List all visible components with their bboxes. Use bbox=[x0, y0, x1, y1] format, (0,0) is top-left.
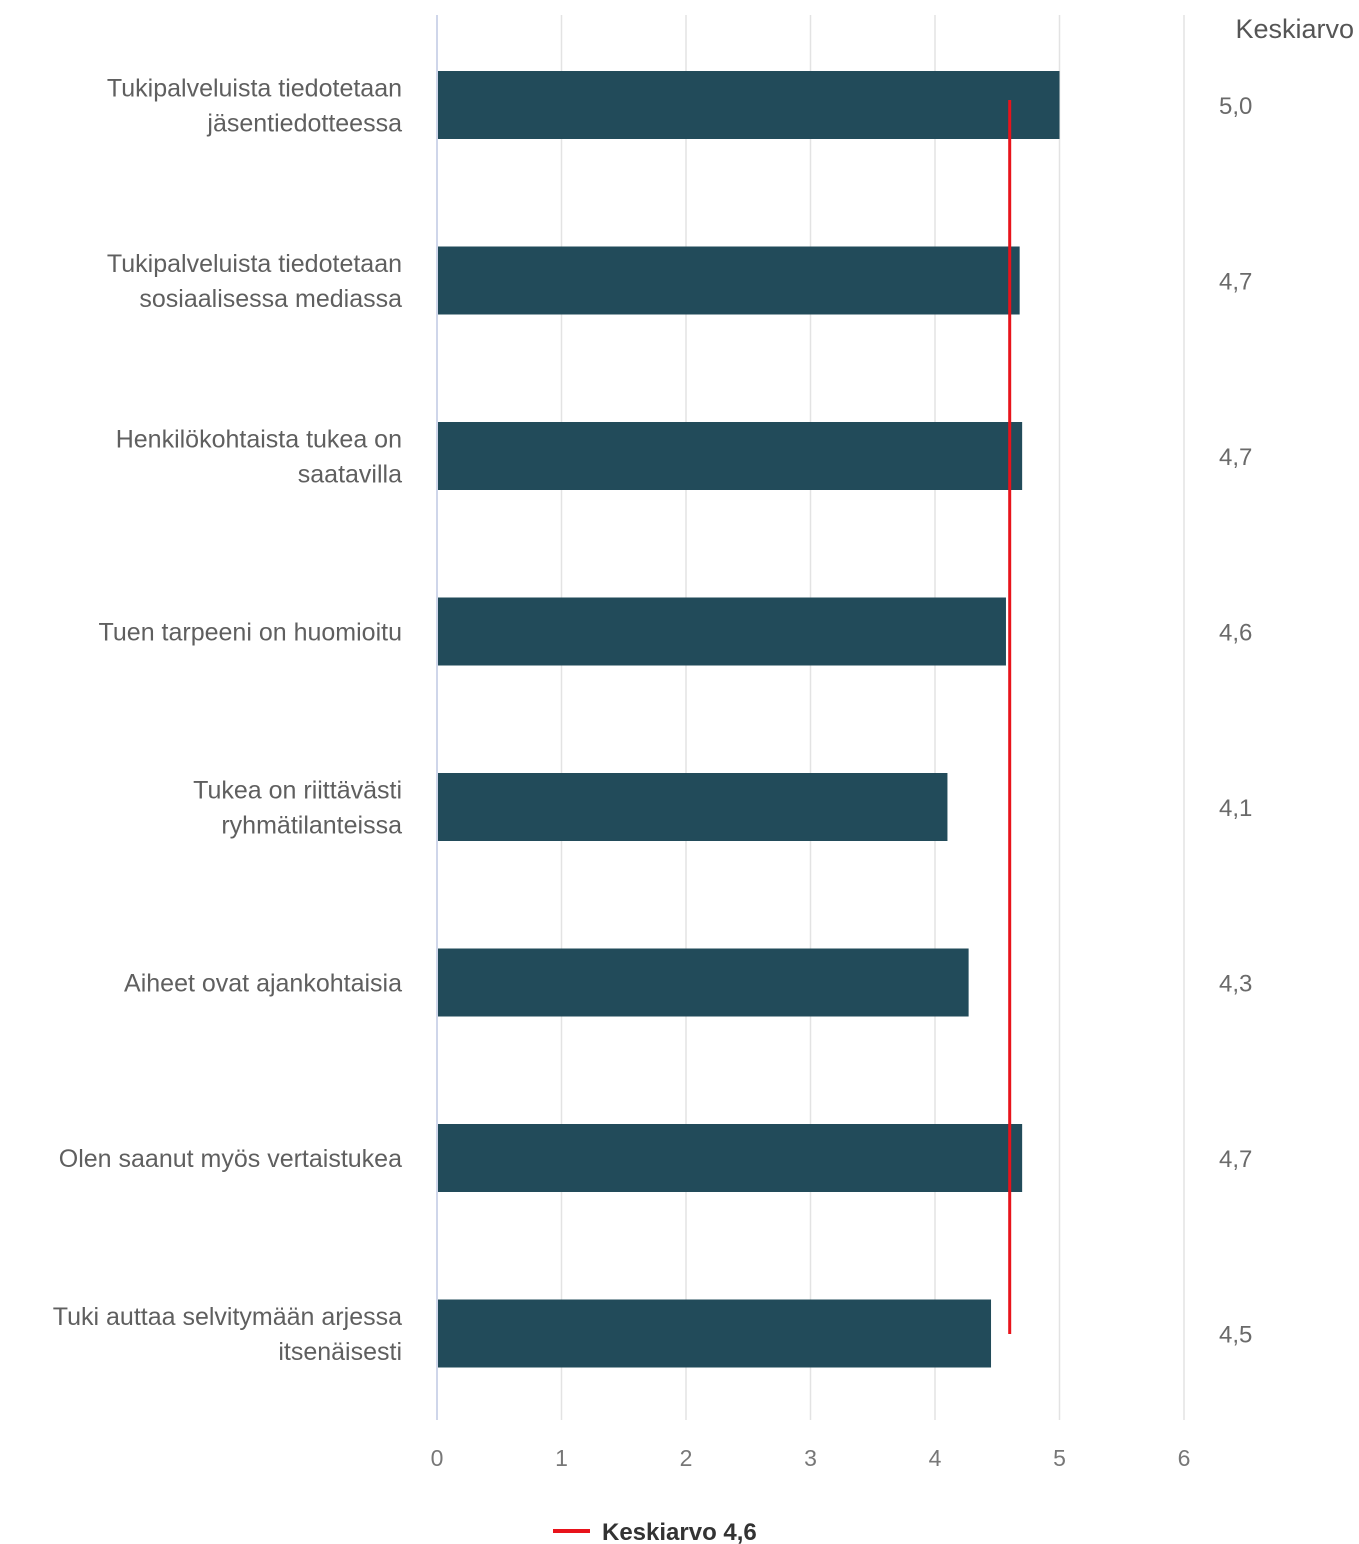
x-tick-label: 2 bbox=[680, 1445, 693, 1471]
category-label: Tukipalveluista tiedotetaan sosiaalisessa… bbox=[107, 250, 402, 313]
value-label: 4,7 bbox=[1219, 1146, 1252, 1173]
value-column-header: Keskiarvo bbox=[1235, 14, 1354, 44]
legend: Keskiarvo 4,6 bbox=[553, 1519, 757, 1544]
category-labels: Tukipalveluista tiedotetaan jäsentiedotte… bbox=[53, 75, 402, 1367]
x-tick-label: 1 bbox=[555, 1445, 568, 1471]
category-label: Tukea on riittävästi ryhmätilanteissa bbox=[193, 777, 402, 840]
value-label: 4,5 bbox=[1219, 1322, 1252, 1349]
bar bbox=[438, 1124, 1023, 1192]
category-label: Tuen tarpeeni on huomioitu bbox=[99, 619, 402, 647]
x-tick-label: 6 bbox=[1178, 1445, 1191, 1471]
value-label: 4,7 bbox=[1219, 269, 1252, 296]
value-labels: 5,0 4,7 4,7 4,6 4,1 4,3 4,7 4,5 bbox=[1219, 93, 1252, 1349]
value-label: 4,3 bbox=[1219, 971, 1252, 998]
x-tick-label: 0 bbox=[431, 1445, 444, 1471]
category-label: Aiheet ovat ajankohtaisia bbox=[124, 970, 402, 998]
category-label: Olen saanut myös vertaistukea bbox=[59, 1145, 402, 1173]
bar bbox=[438, 597, 1006, 666]
value-label: 4,1 bbox=[1219, 795, 1252, 822]
value-label: 4,7 bbox=[1219, 444, 1252, 471]
x-tick-label: 5 bbox=[1053, 1445, 1066, 1471]
bar bbox=[438, 422, 1023, 490]
bar bbox=[438, 246, 1020, 315]
x-tick-label: 4 bbox=[929, 1445, 942, 1471]
legend-average-label: Keskiarvo 4,6 bbox=[602, 1519, 757, 1544]
category-label: Tuki auttaa selvitymään arjessa itsenäise… bbox=[53, 1303, 402, 1366]
bar bbox=[438, 773, 948, 841]
category-label: Henkilökohtaista tukea on saatavilla bbox=[116, 426, 402, 489]
bars bbox=[438, 71, 1060, 1368]
gridlines bbox=[436, 15, 1185, 1420]
category-label: Tukipalveluista tiedotetaan jäsentiedotte… bbox=[107, 75, 402, 138]
bar bbox=[438, 71, 1060, 139]
bar bbox=[438, 1299, 992, 1368]
x-tick-label: 3 bbox=[804, 1445, 817, 1471]
value-label: 5,0 bbox=[1219, 93, 1252, 120]
x-tick-labels: 0 1 2 3 4 5 6 bbox=[431, 1445, 1191, 1471]
bar bbox=[438, 948, 969, 1017]
value-label: 4,6 bbox=[1219, 620, 1252, 647]
